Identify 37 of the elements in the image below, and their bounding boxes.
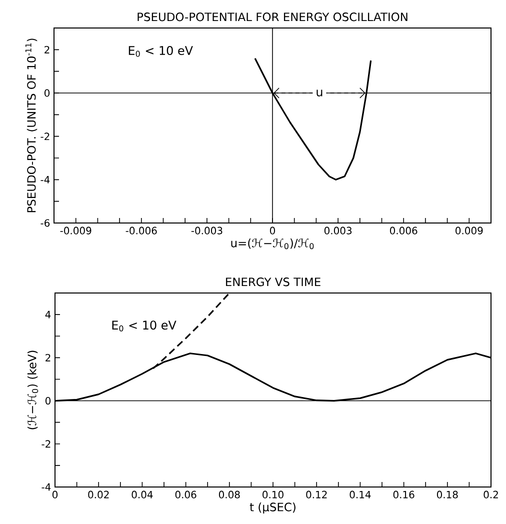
x-tick-label: 0 (270, 226, 276, 234)
chart-title: PSEUDO-POTENTIAL FOR ENERGY OSCILLATION (138, 12, 408, 22)
x-tick-label: 0.12 (306, 490, 327, 498)
y-tick-label: 2 (46, 354, 50, 362)
x-tick-label: 0.16 (393, 490, 414, 498)
y-axis-title: PSEUDO-POT. (UNITS OF 10$^{-11}$) (25, 38, 38, 212)
y-tick-label: -4 (42, 483, 51, 491)
x-tick-label: 0.18 (436, 490, 458, 498)
x-tick-label: 0 (52, 490, 58, 498)
chart-title: ENERGY VS TIME (226, 278, 320, 286)
x-tick-label: -0.006 (126, 226, 157, 234)
y-tick-label: -2 (42, 440, 50, 448)
y-axis-title: (ℋ−ℋ$_{0}$) (keV) (27, 350, 38, 430)
y-tick-label: 2 (44, 46, 50, 54)
y-tick-label: 0 (44, 89, 50, 97)
x-tick-label: 0.006 (390, 226, 418, 234)
x-tick-label: 0.003 (324, 226, 352, 234)
x-tick-label: 0.02 (88, 490, 109, 498)
x-tick-label: 0.2 (484, 490, 498, 498)
x-tick-label: 0.08 (218, 490, 240, 498)
x-tick-label: 0.04 (132, 490, 153, 498)
x-tick-label: 0.14 (350, 490, 371, 498)
y-tick-label: -6 (40, 219, 50, 227)
x-axis-title: u=(ℋ−ℋ$_{0}$)/ℋ$_{0}$ (231, 238, 314, 250)
y-tick-label: 4 (45, 310, 51, 318)
annotation: u (316, 90, 322, 96)
x-tick-label: -0.003 (191, 226, 222, 234)
x-tick-label: 0.009 (456, 226, 483, 234)
y-tick-label: 0 (46, 397, 51, 405)
x-tick-label: 0.10 (262, 490, 284, 498)
x-tick-label: -0.009 (60, 226, 92, 234)
annotation: E$_{0}$ < 10 eV (112, 320, 176, 332)
annotation: E$_{0}$ < 10 eV (128, 46, 193, 57)
x-axis-title: t (μSEC) (250, 502, 296, 514)
y-tick-label: -4 (40, 176, 50, 184)
x-tick-label: 0.06 (175, 490, 196, 498)
y-tick-label: -2 (40, 132, 50, 140)
